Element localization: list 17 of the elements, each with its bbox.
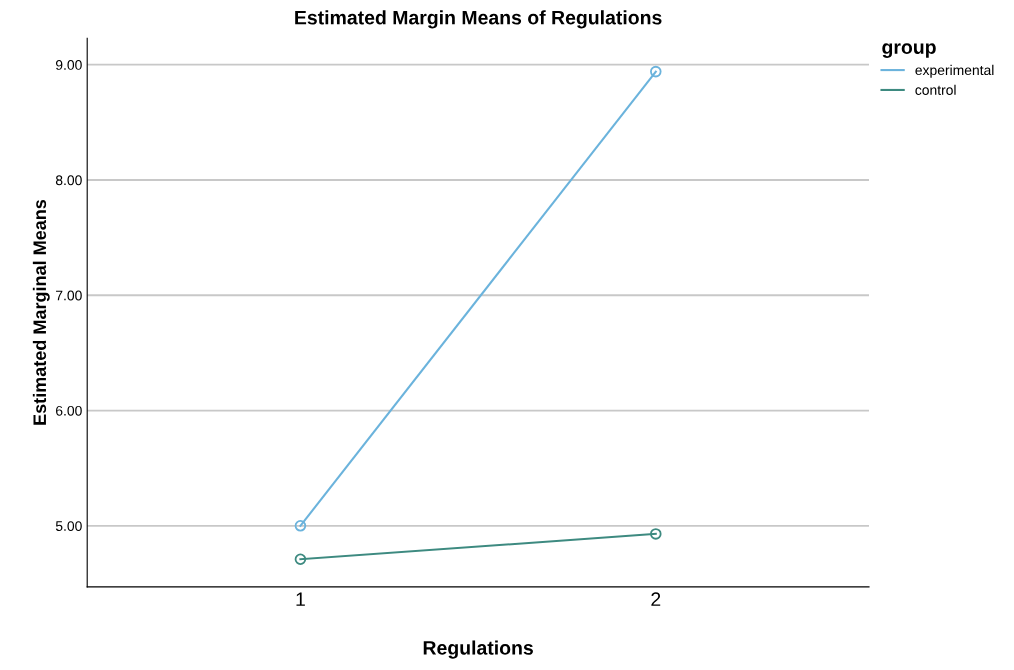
legend-label: experimental xyxy=(915,64,994,78)
y-axis-title: Estimated Marginal Means xyxy=(32,199,50,425)
y-tick-label: 8.00 xyxy=(55,175,82,186)
x-tick-label: 1 xyxy=(296,592,305,606)
legend-title: group xyxy=(882,43,936,58)
point xyxy=(650,65,662,78)
y-tick-label: 6.00 xyxy=(56,405,82,416)
legend-label: control xyxy=(915,84,956,95)
point xyxy=(650,528,662,540)
chart-title: Estimated Margin Means of Regulations xyxy=(295,10,662,29)
y-tick-label: 7.00 xyxy=(56,290,82,301)
x-tick-label: 2 xyxy=(651,592,661,606)
point xyxy=(294,520,307,532)
y-tick-label: 9.00 xyxy=(55,60,82,70)
x-axis-title: Regulations xyxy=(423,640,533,659)
y-tick-label: 5.00 xyxy=(55,521,82,531)
point xyxy=(294,553,307,566)
